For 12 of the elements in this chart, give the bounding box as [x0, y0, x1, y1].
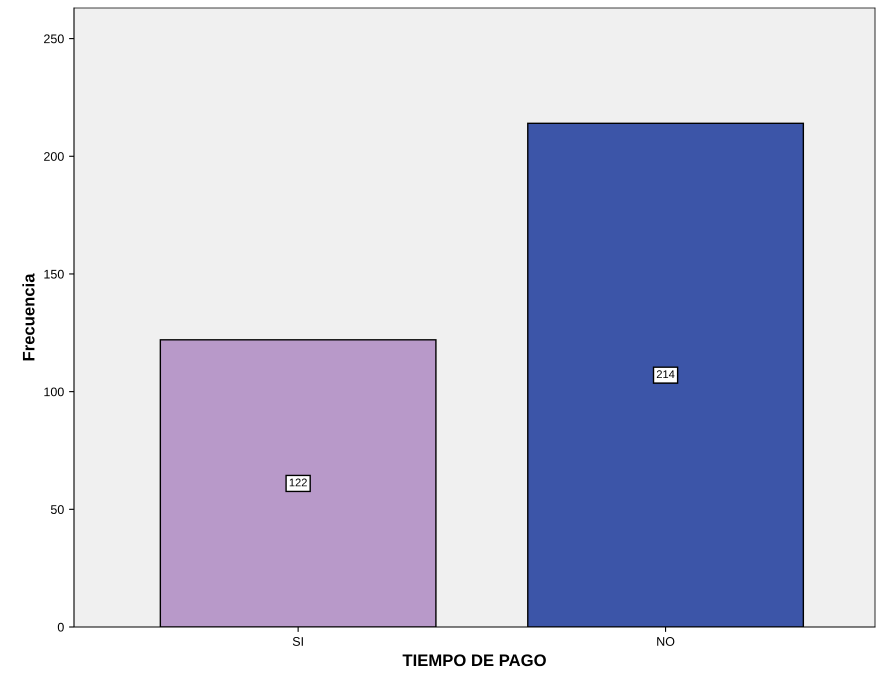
y-tick-label: 100: [44, 387, 64, 396]
y-tick-label: 200: [44, 152, 64, 161]
x-tick-label: NO: [657, 637, 674, 646]
y-tick-label: 150: [44, 270, 64, 279]
y-tick-label: 50: [50, 505, 64, 514]
data-label: 214: [656, 370, 675, 378]
data-label: 122: [290, 478, 307, 486]
y-axis-title: Frecuencia: [22, 273, 35, 360]
y-tick-label: 0: [58, 622, 64, 632]
x-tick-label: SI: [292, 637, 303, 646]
y-tick-label: 250: [44, 34, 64, 44]
x-axis-title: TIEMPO DE PAGO: [402, 654, 546, 666]
